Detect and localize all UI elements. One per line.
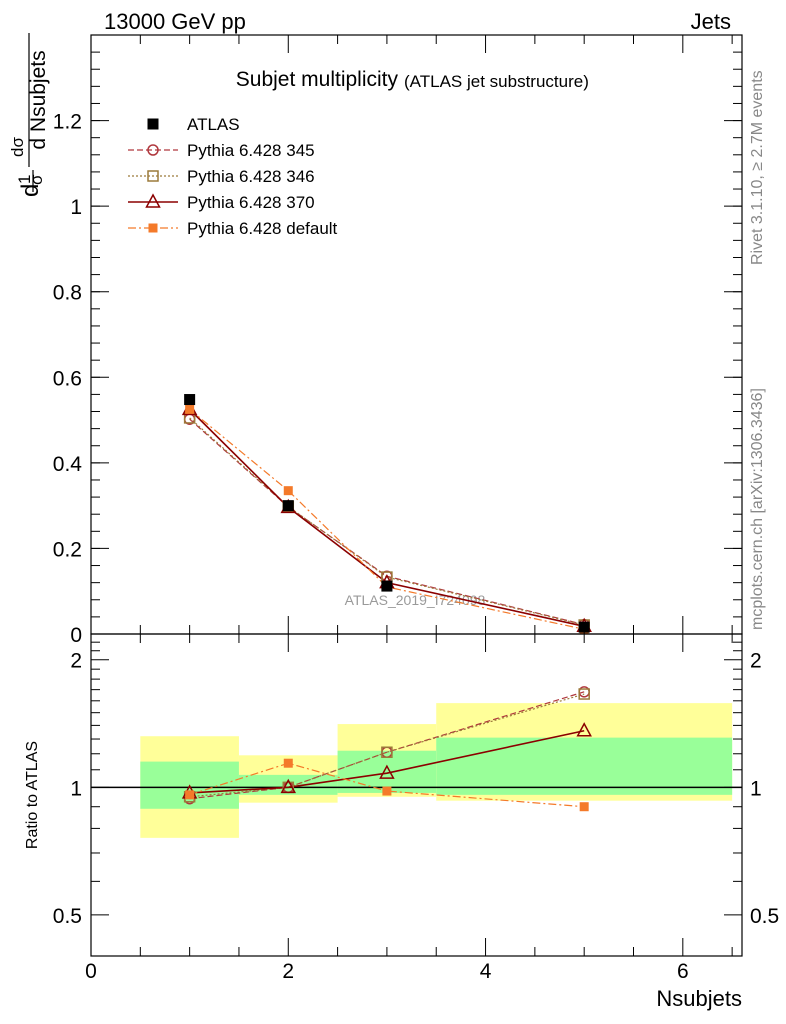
series-line-pdefault: [189, 408, 585, 630]
y-tick-label: 0.2: [53, 538, 82, 561]
rivet-version-label: Rivet 3.1.10, ≥ 2.7M events: [749, 70, 766, 265]
x-tick-label: 0: [85, 960, 97, 983]
legend-marker-pdefault: [148, 223, 158, 233]
ratio-panel: 0.5 0.5 1 1 2 2 0 2 4 6 Ratio to ATLAS Nsubjets: [24, 633, 779, 1011]
main-subtitle: (ATLAS jet substructure): [404, 72, 589, 91]
legend-marker-atlas: [147, 118, 159, 130]
data-point-atlas: [184, 394, 196, 406]
legend: ATLAS Pythia 6.428 345 Pythia 6.428 346 Pyt…: [128, 115, 338, 238]
y-tick-label: 0: [70, 624, 82, 647]
main-title: Subjet multiplicity: [236, 68, 399, 91]
x-tick-label: 6: [677, 960, 689, 983]
ratio-y-tick-label-right: 0.5: [750, 905, 779, 928]
ratio-y-tick-label-right: 1: [750, 777, 762, 800]
mcplots-reference-label: mcplots.cern.ch [arXiv:1306.3436]: [749, 388, 766, 630]
ratio-point-p370: [280, 778, 297, 794]
ratio-y-axis-label: Ratio to ATLAS: [24, 741, 41, 849]
svg-text:σ: σ: [27, 174, 46, 185]
header-beam-label: 13000 GeV pp: [104, 9, 246, 34]
ratio-point-pdefault: [283, 758, 293, 768]
legend-label-p370: Pythia 6.428 370: [187, 193, 315, 212]
svg-text:1: 1: [15, 175, 34, 184]
ratio-y-tick-label-right: 2: [750, 650, 762, 673]
x-tick-label: 4: [480, 960, 492, 983]
legend-marker-p345: [147, 144, 159, 156]
series-line-p370: [189, 729, 585, 794]
svg-text:d: d: [17, 184, 44, 197]
ratio-plot-frame: [90, 633, 743, 957]
svg-text:dσ: dσ: [8, 137, 27, 157]
legend-label-atlas: ATLAS: [187, 115, 240, 134]
main-y-axis-label: d 1 σ dσ d Nsubjets: [8, 33, 50, 197]
y-tick-label: 0.4: [53, 453, 83, 476]
data-point-atlas: [282, 500, 294, 512]
y-tick-label: 1.2: [53, 111, 82, 134]
uncertainty-band-inner: [436, 737, 733, 795]
legend-marker-p370: [145, 193, 161, 208]
series-line-pdefault: [189, 762, 585, 808]
series-line-p346: [189, 693, 585, 798]
header-category-label: Jets: [691, 9, 731, 34]
legend-label-pdefault: Pythia 6.428 default: [187, 219, 338, 238]
data-point-atlas: [381, 580, 393, 592]
ratio-point-p346: [578, 688, 590, 700]
x-tick-label: 2: [282, 960, 294, 983]
svg-text:d Nsubjets: d Nsubjets: [27, 50, 50, 149]
x-axis-label: Nsubjets: [656, 986, 742, 1011]
y-tick-label: 0.8: [53, 282, 82, 305]
series-line-p345: [189, 691, 585, 800]
ratio-y-tick-label-left: 0.5: [53, 905, 82, 928]
ratio-y-tick-label-left: 1: [70, 777, 82, 800]
data-point-pdefault: [283, 486, 293, 496]
y-tick-label: 1: [70, 196, 82, 219]
data-point-pdefault: [185, 404, 195, 414]
main-panel: Subjet multiplicity (ATLAS jet substruct…: [8, 33, 743, 647]
ratio-point-pdefault: [382, 786, 392, 796]
y-tick-label: 0.6: [53, 367, 82, 390]
ratio-point-pdefault: [579, 802, 589, 812]
ratio-point-p370: [576, 722, 592, 737]
legend-marker-p346: [147, 170, 159, 182]
ratio-point-p370: [379, 764, 395, 779]
ratio-y-tick-label-left: 2: [70, 650, 82, 673]
legend-label-p345: Pythia 6.428 345: [187, 141, 315, 160]
ratio-point-p346: [381, 746, 393, 758]
legend-label-p346: Pythia 6.428 346: [187, 167, 315, 186]
series-line-p370: [189, 408, 585, 628]
series-line-p346: [189, 417, 585, 626]
ratio-point-pdefault: [185, 790, 195, 800]
